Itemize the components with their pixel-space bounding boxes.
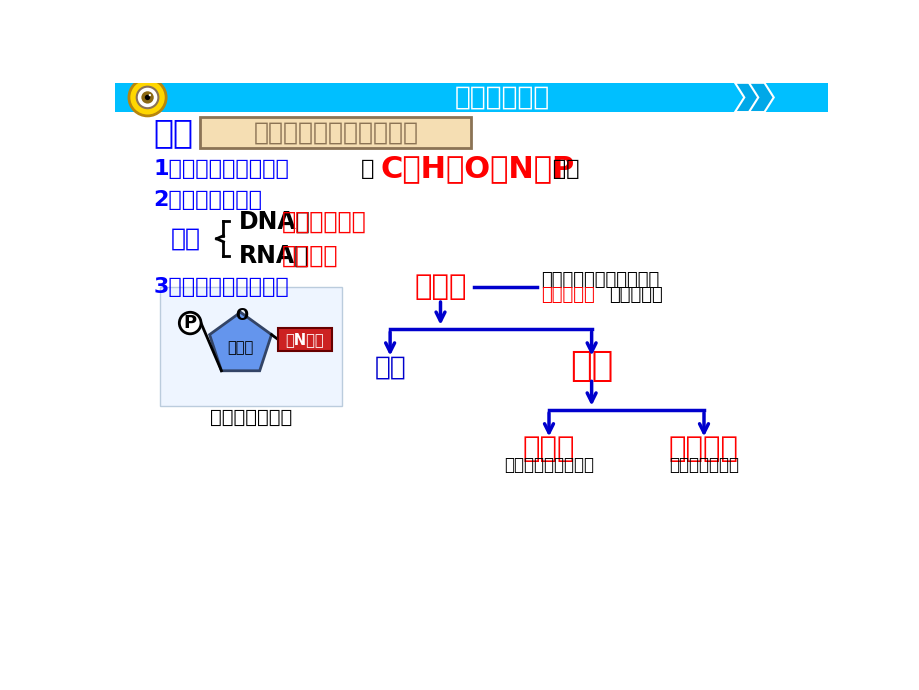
Text: 核酸储存与传递遗传信息: 核酸储存与传递遗传信息 (253, 121, 418, 145)
Circle shape (179, 313, 201, 334)
Text: 核酸: 核酸 (171, 226, 200, 250)
Polygon shape (748, 83, 773, 112)
Text: 磷酸: 磷酸 (374, 355, 405, 381)
Bar (278, 328, 332, 351)
Text: 由: 由 (361, 159, 382, 179)
Text: （嘌呤或嘧啶）: （嘌呤或嘧啶） (668, 457, 738, 475)
Text: （核糖或脱氧核糖）: （核糖或脱氧核糖） (504, 457, 594, 475)
Bar (160, 287, 342, 406)
Text: O: O (234, 308, 247, 323)
Text: 含N碱基: 含N碱基 (285, 332, 323, 346)
Text: 核糖核酸: 核糖核酸 (281, 244, 338, 268)
Text: 脱氧核糖核酸: 脱氧核糖核酸 (281, 209, 366, 233)
Text: 五碳糖: 五碳糖 (522, 435, 574, 462)
Circle shape (137, 87, 158, 108)
Bar (115, 83, 827, 112)
Circle shape (149, 94, 151, 97)
Text: 通过共价键: 通过共价键 (540, 286, 595, 304)
Text: 含氮碱基: 含氮碱基 (668, 435, 738, 462)
Text: 2、核酸的种类：: 2、核酸的种类： (153, 190, 263, 210)
Text: 核苷酸: 核苷酸 (414, 273, 466, 301)
Bar (200, 117, 471, 148)
Text: 每个核苷酸由三个小分子: 每个核苷酸由三个小分子 (540, 271, 659, 289)
Text: DNA：: DNA： (239, 209, 311, 233)
Text: 四、: 四、 (153, 117, 194, 149)
Text: 情境互动课型: 情境互动课型 (454, 84, 550, 110)
Text: P: P (184, 314, 197, 332)
Polygon shape (210, 313, 271, 371)
Text: 核苷酸的模式图: 核苷酸的模式图 (210, 408, 292, 427)
Text: 组成: 组成 (545, 159, 579, 179)
Text: 3、核酸的基本单位：: 3、核酸的基本单位： (153, 277, 289, 297)
Text: 1、核酸的元素组成：: 1、核酸的元素组成： (153, 159, 289, 179)
Text: 连接形成。: 连接形成。 (608, 286, 663, 304)
Text: 五碳糖: 五碳糖 (227, 340, 254, 355)
Polygon shape (734, 83, 759, 112)
Text: C、H、O、N、P: C、H、O、N、P (380, 155, 573, 184)
Circle shape (142, 91, 153, 103)
Text: RNA：: RNA： (239, 244, 309, 268)
Circle shape (144, 95, 150, 100)
Circle shape (129, 79, 166, 116)
Text: 核苷: 核苷 (570, 349, 613, 383)
